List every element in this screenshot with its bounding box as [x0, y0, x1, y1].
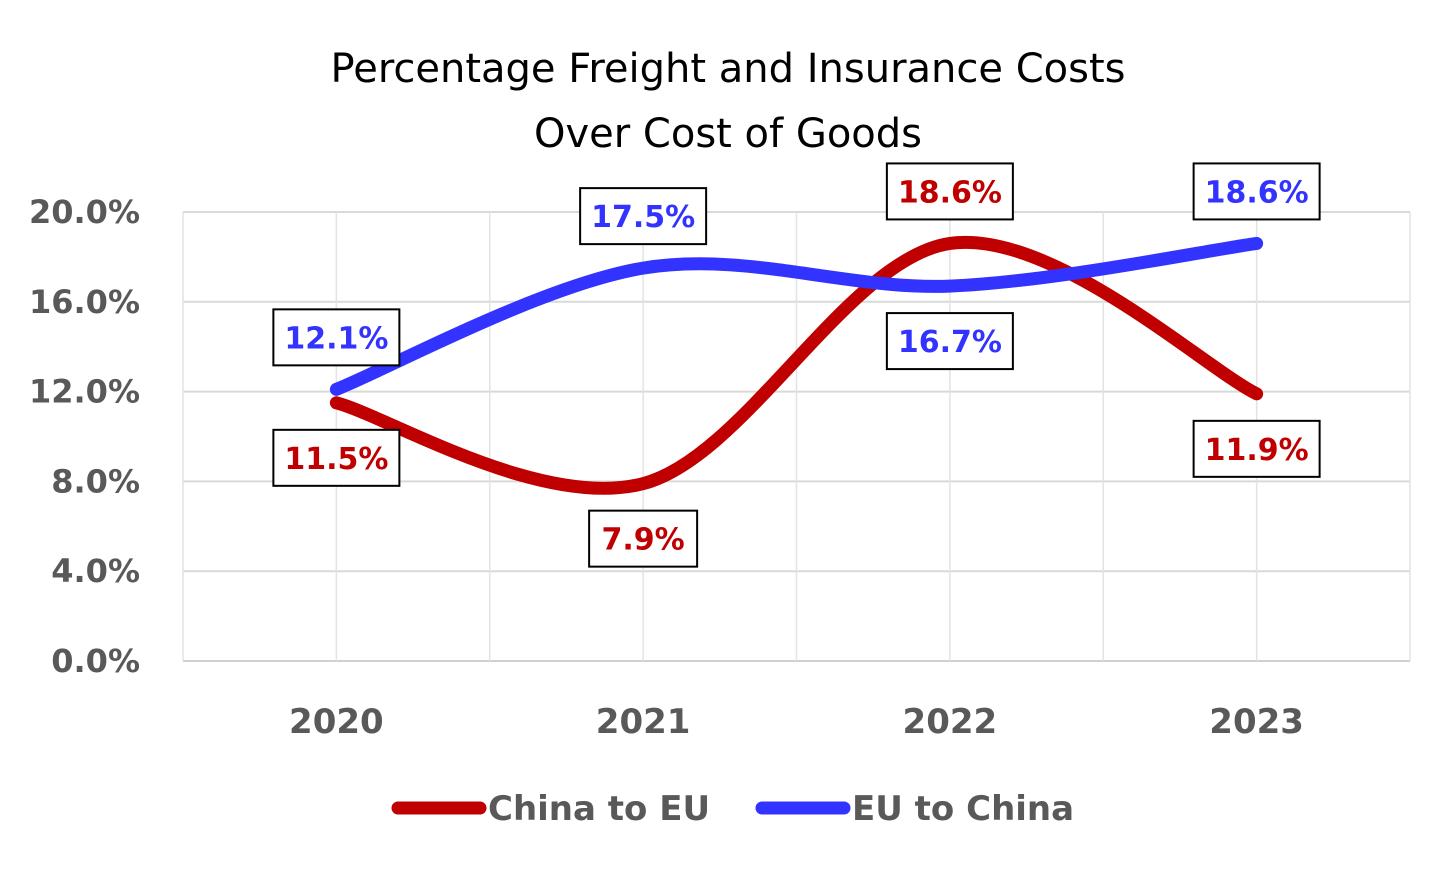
data-label-box — [272, 308, 401, 367]
data-label-box — [588, 509, 699, 568]
data-label-text: 18.6% — [898, 175, 1002, 210]
y-tick-label: 16.0% — [29, 283, 140, 321]
data-label-text: 11.9% — [1205, 433, 1309, 468]
data-label-china-to-eu: 11.9% — [1192, 419, 1321, 478]
y-axis-ticks: 0.0% 4.0% 8.0% 12.0% 16.0% 20.0% — [29, 193, 140, 680]
series-lines — [329, 235, 1264, 495]
legend: China to EU EU to China — [391, 789, 1074, 829]
data-label-box — [885, 162, 1014, 221]
series-line-china-to-eu — [329, 235, 1264, 495]
x-axis-ticks: 2020 2021 2022 2023 — [289, 702, 1304, 742]
data-label-china-to-eu: 18.6% — [885, 162, 1014, 221]
data-label-box — [1192, 162, 1321, 221]
data-labels: 11.5% 7.9% 18.6% 11.9% 12.1% 17.5% 16.7% 18.6% — [272, 162, 1321, 568]
legend-label-china-to-eu: China to EU — [488, 789, 710, 829]
x-tick-label: 2022 — [903, 702, 998, 742]
data-label-box — [579, 187, 708, 246]
y-tick-label: 12.0% — [29, 373, 140, 411]
data-label-box — [272, 428, 401, 487]
data-label-china-to-eu: 7.9% — [588, 509, 699, 568]
y-tick-label: 0.0% — [51, 642, 140, 680]
x-tick-label: 2021 — [596, 702, 691, 742]
data-label-eu-to-china: 18.6% — [1192, 162, 1321, 221]
data-label-china-to-eu: 11.5% — [272, 428, 401, 487]
series-line-eu-to-china — [329, 236, 1264, 396]
x-tick-label: 2020 — [289, 702, 384, 742]
data-label-box — [1192, 419, 1321, 478]
chart-title-line-1: Percentage Freight and Insurance Costs — [331, 46, 1126, 92]
y-tick-label: 20.0% — [29, 193, 140, 231]
x-tick-label: 2023 — [1209, 702, 1304, 742]
data-label-text: 11.5% — [284, 442, 388, 477]
y-tick-label: 4.0% — [51, 552, 140, 590]
data-label-text: 17.5% — [591, 200, 695, 235]
data-label-eu-to-china: 17.5% — [579, 187, 708, 246]
data-label-box — [885, 312, 1014, 371]
y-tick-label: 8.0% — [51, 462, 140, 500]
data-label-text: 7.9% — [602, 523, 685, 558]
legend-label-eu-to-china: EU to China — [852, 789, 1074, 829]
chart-title-line-2: Over Cost of Goods — [534, 111, 922, 157]
data-label-eu-to-china: 16.7% — [885, 312, 1014, 371]
data-label-text: 16.7% — [898, 325, 1002, 360]
data-label-text: 12.1% — [284, 321, 388, 356]
data-label-eu-to-china: 12.1% — [272, 308, 401, 367]
data-label-text: 18.6% — [1205, 175, 1309, 210]
